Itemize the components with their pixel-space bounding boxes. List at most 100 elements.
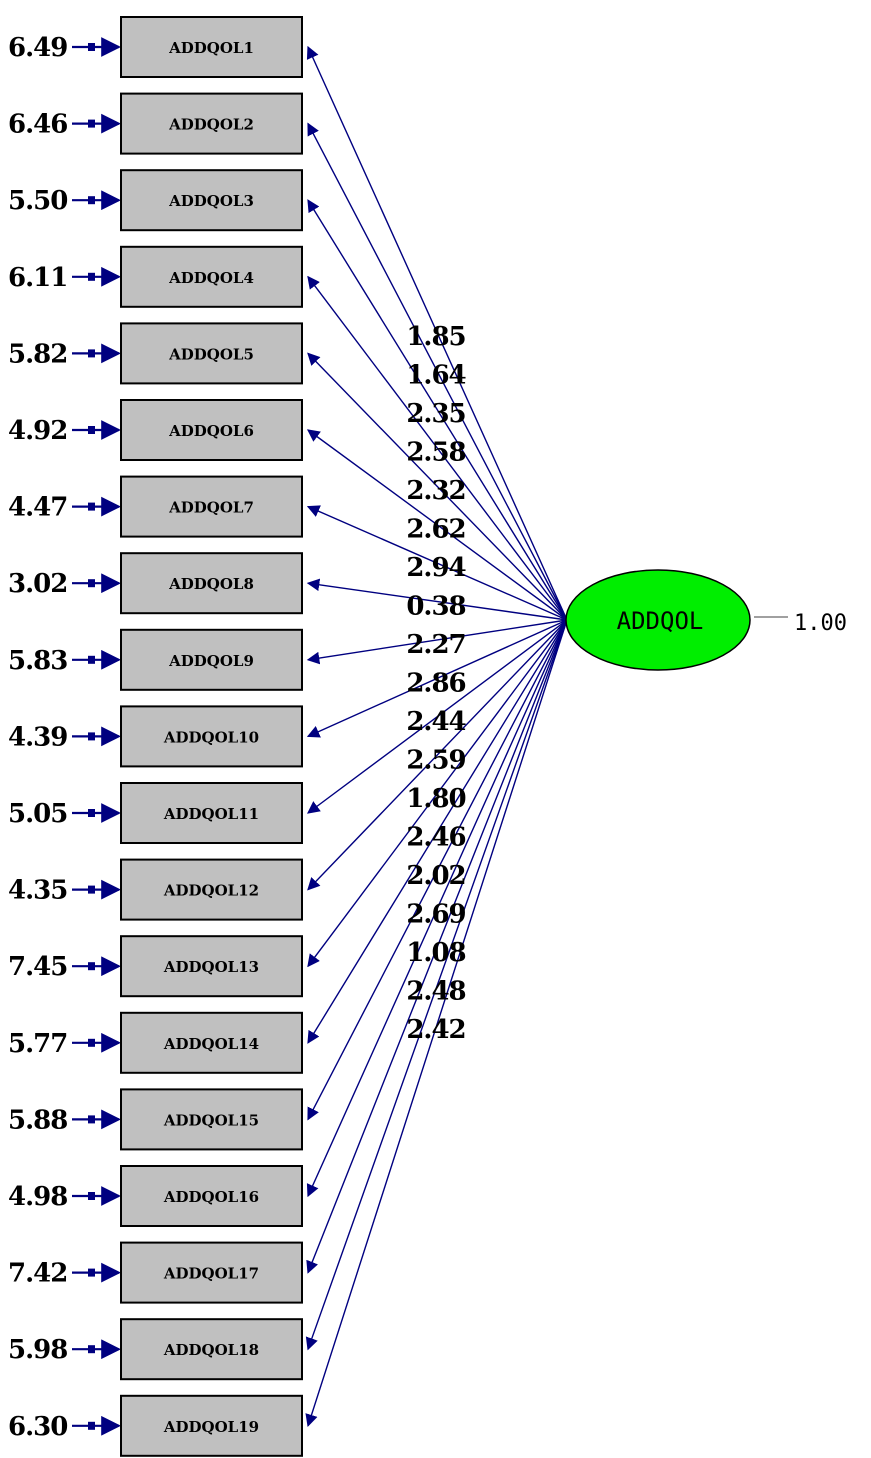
indicator-box[interactable]: [120, 1241, 303, 1304]
indicator-label: ADDQOL11: [163, 805, 259, 823]
loading-path: [307, 122, 568, 621]
loading-path: [306, 619, 568, 1198]
loading-value: 2.44: [406, 707, 466, 737]
indicator-box[interactable]: [120, 245, 303, 308]
loading-value: 2.69: [406, 900, 465, 930]
indicator-label: ADDQOL18: [163, 1341, 259, 1359]
loading-path: [306, 619, 568, 738]
loading-path: [307, 619, 568, 968]
error-arrow-tail: [88, 579, 95, 588]
indicator-box[interactable]: [120, 475, 303, 538]
indicator-label: ADDQOL6: [168, 422, 254, 440]
loading-path: [307, 619, 568, 1044]
loading-paths: [305, 45, 568, 1427]
loading-path: [306, 505, 568, 621]
loading-value: 2.02: [406, 861, 465, 891]
loading-value: 1.85: [406, 322, 465, 352]
indicator-box[interactable]: [120, 169, 303, 232]
indicator-label: ADDQOL17: [163, 1265, 259, 1283]
loading-value: 2.46: [406, 823, 465, 853]
indicator-box[interactable]: [120, 628, 303, 691]
indicator-box[interactable]: [120, 1011, 303, 1074]
loading-path: [307, 199, 568, 621]
error-arrow-tail: [88, 1345, 95, 1354]
error-variance: 4.92: [8, 416, 67, 446]
indicator-label: ADDQOL4: [168, 269, 254, 287]
loading-labels: 1.85 1.64 2.35 2.58 2.32 2.62 2.94 0.38 2.27 2.86…: [406, 322, 467, 1045]
indicator-box[interactable]: [120, 92, 303, 155]
loading-value: 1.64: [406, 361, 466, 391]
error-arrow-tail: [88, 426, 95, 434]
loading-path: [306, 429, 568, 621]
error-variance: 6.30: [8, 1412, 67, 1442]
indicator-label: ADDQOL10: [163, 728, 259, 746]
indicator-label: ADDQOL12: [163, 882, 259, 900]
indicator-label: ADDQOL19: [163, 1418, 259, 1436]
loading-value: 2.32: [406, 476, 465, 506]
indicator-box[interactable]: [120, 782, 303, 844]
error-arrow-tail: [88, 272, 95, 281]
error-arrow-tail: [88, 655, 95, 664]
error-variance: 4.35: [8, 876, 67, 906]
error-arrow-tail: [88, 732, 95, 741]
indicator-box[interactable]: [120, 1165, 303, 1227]
loading-value: 0.38: [406, 592, 465, 622]
error-arrow-tail: [88, 349, 95, 358]
error-arrow-tail: [88, 1038, 95, 1047]
loading-value: 2.42: [406, 1015, 465, 1045]
loading-value: 1.80: [406, 784, 465, 814]
error-arrow-tail: [88, 1192, 95, 1200]
error-variance: 3.02: [8, 569, 67, 599]
loading-path: [306, 619, 568, 814]
error-variance: 7.45: [8, 952, 67, 982]
indicator-box[interactable]: [120, 935, 303, 998]
indicator-label: ADDQOL15: [163, 1111, 259, 1129]
error-arrow-tail: [88, 1268, 95, 1277]
loading-value: 2.48: [406, 977, 465, 1007]
loading-value: 2.58: [406, 438, 465, 468]
loading-path: [306, 578, 568, 621]
indicator-box[interactable]: [120, 399, 303, 461]
error-variance: 5.50: [8, 186, 67, 216]
error-terms: 6.49 6.46 5.50 6.11 5.82 4.92 4.47 3.02 5.83 4.39…: [8, 33, 121, 1442]
indicator-label: ADDQOL9: [168, 652, 254, 670]
loading-value: 2.27: [406, 630, 465, 660]
loading-path: [306, 619, 568, 1274]
indicator-box[interactable]: [120, 16, 303, 78]
loading-value: 1.08: [406, 938, 465, 968]
latent-variance: 1.00: [794, 611, 847, 636]
indicator-box[interactable]: [120, 1318, 303, 1381]
indicator-label: ADDQOL14: [163, 1035, 259, 1053]
loading-path: [306, 619, 568, 665]
error-variance: 6.49: [8, 33, 67, 63]
indicator-label: ADDQOL1: [168, 39, 254, 57]
indicator-label: ADDQOL16: [163, 1188, 259, 1206]
error-variance: 5.05: [8, 799, 67, 829]
error-arrow-tail: [88, 43, 95, 51]
error-arrow-tail: [88, 1421, 95, 1430]
error-arrow-tail: [88, 809, 95, 817]
loading-value: 2.94: [406, 553, 466, 583]
loading-path: [307, 275, 568, 621]
error-variance: 4.39: [8, 722, 67, 752]
error-arrow-tail: [88, 502, 95, 511]
indicator-box[interactable]: [120, 322, 303, 385]
error-arrow-tail: [88, 1115, 95, 1124]
error-variance: 6.11: [8, 263, 67, 293]
loading-path: [307, 619, 568, 891]
indicator-box[interactable]: [120, 552, 303, 615]
error-arrow-tail: [88, 885, 95, 894]
error-variance: 5.88: [8, 1105, 67, 1135]
indicator-box[interactable]: [120, 705, 303, 768]
indicator-label: ADDQOL7: [168, 499, 254, 517]
indicator-label: ADDQOL8: [168, 575, 254, 593]
indicator-box[interactable]: [120, 858, 303, 921]
loading-path: [307, 352, 568, 621]
error-variance: 5.82: [8, 339, 67, 369]
indicator-box[interactable]: [120, 1394, 303, 1457]
latent-ellipse[interactable]: [565, 569, 751, 671]
indicator-box[interactable]: [120, 1088, 303, 1151]
error-arrow-tail: [88, 962, 95, 971]
loading-path: [305, 619, 568, 1351]
